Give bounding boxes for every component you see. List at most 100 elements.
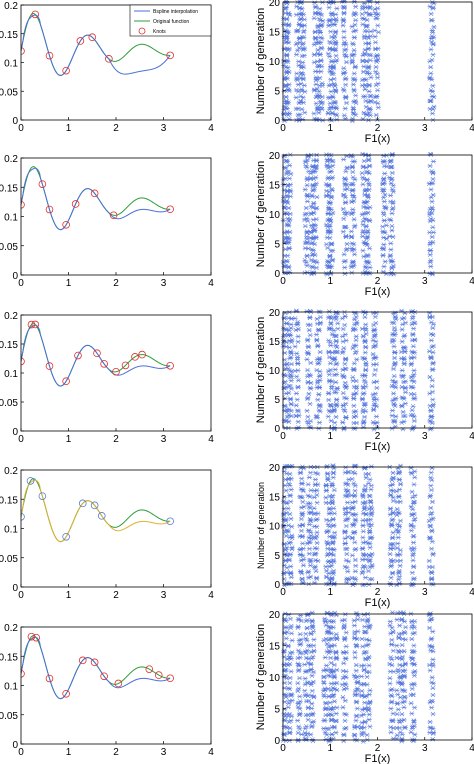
data-point: [343, 487, 349, 492]
data-point: [383, 205, 389, 210]
data-point: [331, 681, 338, 686]
data-point: [297, 726, 303, 732]
data-point: [305, 344, 311, 349]
data-point: [361, 64, 367, 69]
x-tick-label: 3: [422, 123, 428, 134]
data-point: [323, 568, 330, 574]
data-point: [349, 24, 355, 29]
data-point: [286, 116, 292, 122]
data-point: [329, 175, 336, 180]
data-point: [366, 157, 372, 163]
data-point: [287, 372, 294, 377]
data-point: [430, 41, 436, 47]
y-tick-label: 0: [12, 116, 18, 127]
data-point: [430, 629, 436, 634]
data-point: [429, 234, 435, 240]
data-point: [326, 511, 332, 516]
data-point: [306, 535, 312, 541]
data-point: [352, 723, 358, 729]
data-point: [326, 326, 332, 332]
data-point: [428, 512, 434, 517]
data-point: [352, 98, 359, 104]
data-point: [394, 711, 400, 717]
data-point: [400, 409, 406, 415]
data-point: [315, 558, 321, 564]
y-tick-label: 15: [269, 642, 281, 653]
data-point: [353, 93, 359, 98]
data-point: [309, 618, 315, 623]
data-point: [333, 42, 339, 47]
data-point: [324, 529, 330, 534]
data-point: [353, 413, 359, 419]
data-point: [293, 413, 299, 419]
data-point: [387, 551, 393, 557]
y-axis-label: Number of generation: [255, 624, 267, 730]
data-point: [365, 169, 371, 175]
data-point: [298, 470, 304, 476]
data-point: [394, 558, 400, 564]
data-point: [322, 706, 328, 712]
x-tick-label: 0: [18, 278, 24, 289]
data-point: [287, 216, 293, 222]
y-tick-label: 0: [274, 580, 280, 591]
data-point: [384, 164, 390, 169]
y-tick-label: 0.05: [0, 398, 18, 409]
data-point: [311, 637, 317, 642]
y-tick-label: 20: [269, 610, 281, 621]
data-point: [409, 407, 415, 413]
data-point: [365, 656, 371, 661]
data-point: [343, 212, 349, 217]
data-point: [394, 527, 400, 533]
y-tick-label: 0.15: [0, 495, 18, 506]
x-tick-label: 3: [161, 123, 167, 134]
data-point: [343, 59, 350, 65]
data-point: [284, 259, 290, 264]
data-point: [325, 110, 331, 116]
data-point: [340, 86, 346, 92]
data-point: [328, 655, 334, 661]
x-tick-label: 0: [18, 747, 24, 758]
data-point: [304, 177, 310, 183]
knot-marker: [154, 671, 163, 679]
data-point: [329, 500, 335, 506]
knot-marker: [45, 674, 54, 683]
data-point: [411, 625, 417, 630]
data-point: [286, 419, 292, 424]
data-point: [302, 726, 308, 731]
y-tick-label: 10: [269, 522, 281, 533]
data-point: [309, 720, 315, 725]
data-point: [281, 112, 287, 117]
data-point: [298, 98, 304, 104]
data-point: [319, 22, 325, 28]
data-point: [342, 52, 348, 57]
data-point: [325, 546, 331, 551]
data-point: [283, 636, 289, 641]
data-point: [313, 332, 320, 337]
data-point: [427, 4, 433, 9]
data-point: [411, 518, 417, 523]
data-point: [331, 559, 337, 565]
data-point: [395, 535, 401, 540]
data-point: [305, 351, 311, 357]
data-point: [293, 106, 299, 112]
data-point: [281, 576, 287, 582]
data-point: [409, 337, 416, 343]
data-point: [351, 35, 357, 40]
data-point: [353, 314, 359, 320]
data-point: [287, 383, 293, 389]
data-point: [343, 82, 349, 88]
bspline-line: [21, 324, 171, 387]
x-tick-label: 3: [422, 743, 428, 754]
data-point: [349, 536, 355, 541]
data-point: [388, 654, 394, 660]
y-tick-label: 20: [269, 0, 281, 9]
data-point: [389, 211, 395, 216]
data-point: [353, 713, 359, 718]
data-point: [288, 571, 294, 576]
data-point: [395, 570, 402, 575]
data-point: [428, 355, 434, 361]
data-point: [299, 87, 305, 92]
y-tick-label: 0.1: [4, 59, 18, 70]
data-point: [333, 730, 339, 735]
data-point: [331, 76, 337, 82]
